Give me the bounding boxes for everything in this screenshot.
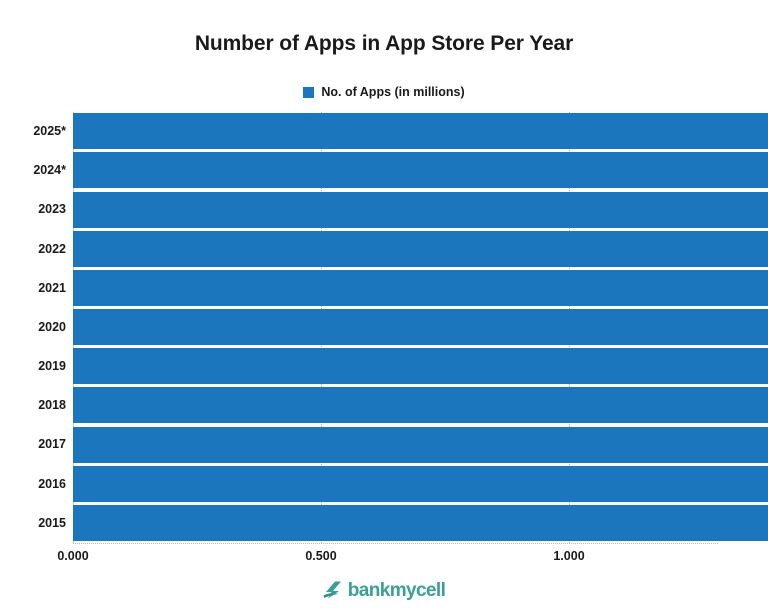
bankmycell-logo-icon	[323, 581, 341, 599]
bar-row[interactable]	[73, 387, 768, 424]
y-axis-tick-label: 2019	[38, 359, 66, 374]
bar-2021[interactable]	[73, 269, 768, 306]
y-axis-tick-label: 2018	[38, 398, 66, 413]
bar-2024-est[interactable]	[73, 152, 768, 189]
bar-2018[interactable]	[73, 387, 768, 424]
chart-legend: No. of Apps (in millions)	[0, 85, 768, 99]
brand-name: bankmycell	[347, 579, 446, 601]
x-axis-tick-label: 0.500	[305, 549, 337, 563]
brand-watermark: bankmycell	[0, 580, 768, 600]
bar-row[interactable]	[73, 269, 768, 306]
legend-swatch-icon	[303, 86, 315, 98]
bar-row[interactable]	[73, 152, 768, 189]
y-axis-tick-label: 2017	[38, 437, 66, 452]
bar-row[interactable]	[73, 426, 768, 463]
bar-2015[interactable]	[73, 505, 768, 541]
y-axis-tick-label: 2024*	[33, 163, 66, 178]
chart-title: Number of Apps in App Store Per Year	[194, 32, 574, 55]
bar-2025-est[interactable]	[73, 113, 768, 150]
y-axis-tick-label: 2016	[38, 476, 66, 491]
x-axis-baseline	[73, 543, 718, 544]
legend-label: No. of Apps (in millions)	[321, 85, 465, 99]
y-axis-tick-label: 2015	[38, 515, 66, 530]
bar-2023[interactable]	[73, 191, 768, 228]
y-axis-labels: 2025* 2024* 2023 2022 2021 2020 2019 2018 2017 20…	[0, 112, 66, 543]
x-axis-tick-label: 0.000	[57, 549, 89, 563]
bar-row[interactable]	[73, 230, 768, 267]
plot-area	[73, 112, 768, 544]
y-axis-tick-label: 2021	[38, 280, 66, 295]
y-axis-tick-label: 2023	[38, 202, 66, 217]
bar-2022[interactable]	[73, 230, 768, 267]
bar-2016[interactable]	[73, 465, 768, 502]
bar-row[interactable]	[73, 191, 768, 228]
bar-row[interactable]	[73, 309, 768, 346]
y-axis-tick-label: 2022	[38, 241, 66, 256]
bar-row[interactable]	[73, 465, 768, 502]
bar-row[interactable]	[73, 505, 768, 541]
bar-2017[interactable]	[73, 426, 768, 463]
y-axis-tick-label: 2020	[38, 319, 66, 334]
bar-row[interactable]	[73, 348, 768, 385]
bar-2020[interactable]	[73, 309, 768, 346]
x-axis-tick-label: 1.000	[553, 549, 585, 563]
bar-row[interactable]	[73, 113, 768, 150]
bar-2019[interactable]	[73, 348, 768, 385]
y-axis-tick-label: 2025*	[33, 123, 66, 138]
